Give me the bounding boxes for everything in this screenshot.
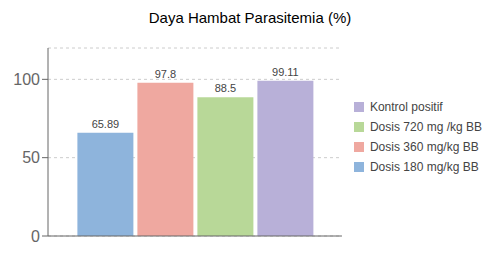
svg-text:0: 0 (31, 228, 40, 245)
svg-text:99.11: 99.11 (272, 66, 299, 78)
svg-text:100: 100 (13, 71, 40, 88)
html-text:Kontrol positif: Kontrol positif (369, 99, 443, 114)
html-text:Dosis 180 mg/kg BB: Dosis 180 mg/kg BB (369, 159, 479, 174)
html-text:Dosis 720 mg /kg BB: Dosis 720 mg /kg BB (369, 119, 482, 134)
svg-text:50: 50 (22, 149, 40, 166)
html-text:Daya Hambat Parasitemia (%): Daya Hambat Parasitemia (%) (148, 9, 352, 26)
svg-text:97.8: 97.8 (155, 68, 176, 80)
svg-text:65.89: 65.89 (92, 118, 120, 130)
html-text:Dosis 360 mg/kg BB: Dosis 360 mg/kg BB (369, 139, 479, 154)
svg-text:88.5: 88.5 (215, 82, 236, 94)
